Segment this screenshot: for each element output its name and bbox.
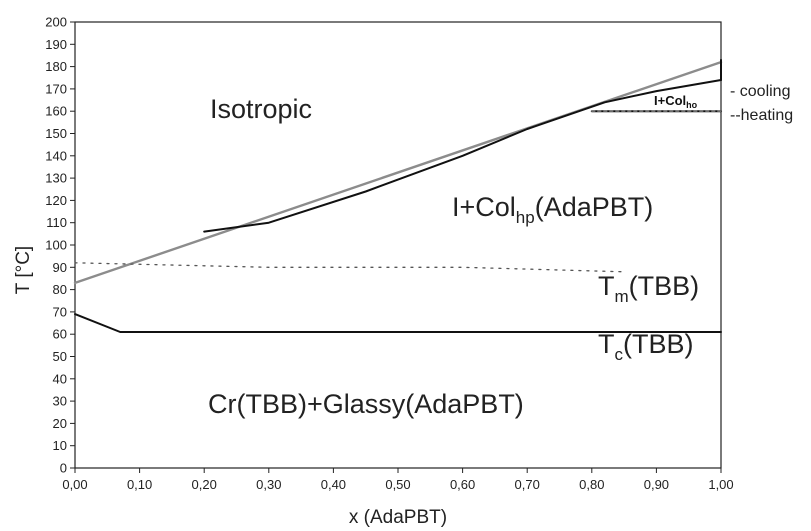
legend-heating: --heating (730, 107, 793, 124)
y-tick-label: 110 (46, 215, 67, 230)
y-tick-label: 40 (53, 371, 67, 386)
y-tick-label: 140 (45, 148, 67, 163)
y-tick-label: 20 (53, 416, 67, 431)
isotropic-region-label: Isotropic (210, 94, 312, 124)
y-tick-label: 70 (53, 304, 67, 319)
series-line-5 (74, 313, 722, 333)
series-line-2 (203, 79, 722, 233)
y-tick-label: 60 (53, 327, 67, 342)
x-tick-label: 0,20 (192, 477, 217, 492)
i-col-ho-label: I+Colho (654, 93, 698, 110)
y-tick-label: 120 (45, 193, 67, 208)
y-tick-label: 0 (60, 461, 67, 476)
x-tick-label: 0,60 (450, 477, 475, 492)
i-col-region-label: I+Colhp(AdaPBT) (452, 192, 653, 227)
x-tick-label: 0,10 (127, 477, 152, 492)
axis-ticks-layer: 0 10 20 30 40 50 60 70 80 90 100 110 120 130 140 150 160… (45, 15, 733, 493)
series-line-6 (74, 262, 625, 273)
y-tick-label: 50 (53, 349, 67, 364)
x-tick-label: 0,00 (62, 477, 87, 492)
x-tick-label: 1,00 (708, 477, 733, 492)
y-tick-label: 90 (53, 260, 67, 275)
series-line-1 (73, 60, 723, 285)
x-tick-label: 0,90 (644, 477, 669, 492)
y-tick-label: 100 (45, 238, 67, 253)
y-tick-label: 30 (53, 394, 67, 409)
cr-glassy-region-label: Cr(TBB)+Glassy(AdaPBT) (208, 389, 524, 419)
tc-label: Tc(TBB) (598, 329, 694, 364)
y-tick-label: 160 (45, 104, 67, 119)
series-layer (73, 58, 723, 333)
x-tick-label: 0,30 (256, 477, 281, 492)
y-tick-label: 80 (53, 282, 67, 297)
tm-label: Tm(TBB) (598, 271, 699, 306)
y-tick-label: 180 (45, 59, 67, 74)
y-tick-label: 170 (45, 81, 67, 96)
x-tick-label: 0,50 (385, 477, 410, 492)
y-tick-label: 10 (53, 438, 67, 453)
y-tick-label: 190 (45, 37, 67, 52)
y-tick-label: 150 (45, 126, 67, 141)
legend-cooling: - cooling (730, 83, 790, 100)
y-tick-label: 130 (45, 171, 67, 186)
x-tick-label: 0,80 (579, 477, 604, 492)
y-tick-label: 200 (45, 15, 67, 30)
x-tick-label: 0,70 (515, 477, 540, 492)
y-axis-label: T [°C] (13, 246, 34, 294)
x-tick-label: 0,40 (321, 477, 346, 492)
x-axis-label: x (AdaPBT) (349, 507, 447, 528)
